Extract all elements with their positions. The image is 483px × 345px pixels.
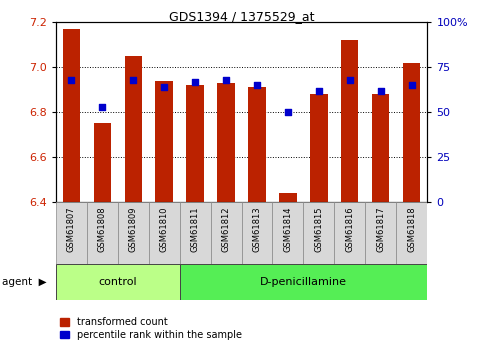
Bar	[62, 29, 80, 202]
Bar	[366, 202, 397, 264]
Point	[408, 82, 416, 88]
Point	[253, 82, 261, 88]
Text: GSM61807: GSM61807	[67, 207, 75, 253]
Bar	[334, 202, 366, 264]
Text: GSM61810: GSM61810	[159, 207, 169, 252]
Text: control: control	[98, 277, 137, 287]
Bar	[397, 202, 427, 264]
Bar	[180, 202, 211, 264]
Bar	[56, 264, 180, 300]
Text: GSM61816: GSM61816	[345, 207, 355, 253]
Bar	[156, 81, 172, 202]
Point	[346, 77, 354, 82]
Bar	[303, 202, 334, 264]
Text: GSM61817: GSM61817	[376, 207, 385, 253]
Text: GDS1394 / 1375529_at: GDS1394 / 1375529_at	[169, 10, 314, 23]
Bar	[211, 202, 242, 264]
Text: GSM61809: GSM61809	[128, 207, 138, 252]
Point	[315, 88, 323, 93]
Text: GSM61815: GSM61815	[314, 207, 324, 252]
Bar	[56, 202, 86, 264]
Bar	[272, 202, 303, 264]
Bar	[86, 202, 117, 264]
Bar	[186, 85, 203, 202]
Text: GSM61813: GSM61813	[253, 207, 261, 253]
Text: GSM61814: GSM61814	[284, 207, 293, 252]
Point	[160, 84, 168, 90]
Text: GSM61811: GSM61811	[190, 207, 199, 252]
Bar	[403, 63, 421, 202]
Point	[377, 88, 385, 93]
Bar	[94, 123, 111, 202]
Text: GSM61812: GSM61812	[222, 207, 230, 252]
Bar	[149, 202, 180, 264]
Point	[222, 77, 230, 82]
Bar	[180, 264, 427, 300]
Text: D-penicillamine: D-penicillamine	[260, 277, 347, 287]
Text: agent  ▶: agent ▶	[2, 277, 47, 287]
Text: GSM61818: GSM61818	[408, 207, 416, 253]
Bar	[341, 40, 358, 202]
Bar	[280, 193, 297, 202]
Point	[129, 77, 137, 82]
Point	[98, 104, 106, 109]
Legend: transformed count, percentile rank within the sample: transformed count, percentile rank withi…	[60, 317, 242, 340]
Bar	[248, 87, 266, 202]
Bar	[125, 56, 142, 202]
Bar	[217, 83, 235, 202]
Bar	[372, 94, 389, 202]
Point	[67, 77, 75, 82]
Point	[191, 79, 199, 85]
Text: GSM61808: GSM61808	[98, 207, 107, 253]
Point	[284, 109, 292, 115]
Bar	[311, 94, 327, 202]
Bar	[242, 202, 272, 264]
Bar	[117, 202, 149, 264]
